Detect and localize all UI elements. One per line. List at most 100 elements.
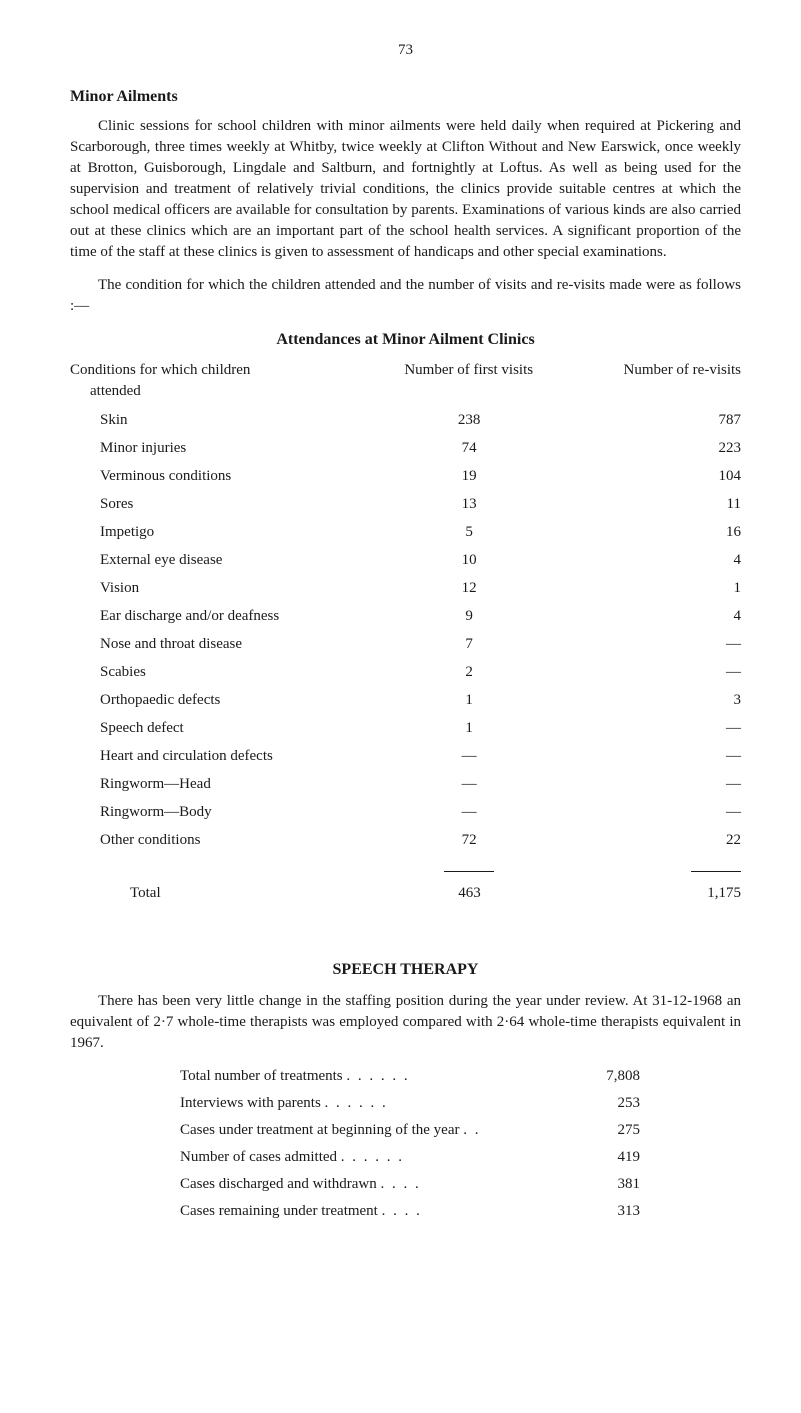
speech-row: Cases under treatment at beginning of th… [180,1120,741,1141]
speech-dots: . . . . . . [341,1149,404,1165]
total-revisits: 1,175 [566,883,741,904]
table-row: Impetigo 5 16 [70,522,741,543]
table-row: Orthopaedic defects 1 3 [70,690,741,711]
revisits-cell: 11 [566,494,741,515]
speech-value: 419 [540,1147,640,1168]
header-conditions-line2: attended [70,381,371,402]
table-row: Nose and throat disease 7 — [70,634,741,655]
header-first-visits: Number of first visits [371,360,566,402]
speech-row: Cases discharged and withdrawn . . . . 3… [180,1174,741,1195]
minor-ailments-para1: Clinic sessions for school children with… [70,116,741,263]
first-visits-cell: 2 [372,662,566,683]
condition-cell: Vision [70,578,372,599]
total-label: Total [70,883,372,904]
speech-dots: . . . . . . [325,1095,388,1111]
speech-dots: . . [463,1122,480,1138]
speech-value: 381 [540,1174,640,1195]
first-visits-cell: 13 [372,494,566,515]
condition-cell: Ringworm—Body [70,802,372,823]
total-first-visits: 463 [372,883,566,904]
first-visits-cell: 72 [372,830,566,851]
revisits-cell: — [566,718,741,739]
table-row: Minor injuries 74 223 [70,438,741,459]
header-conditions-line1: Conditions for which children [70,360,371,381]
speech-label-text: Cases discharged and withdrawn [180,1176,377,1192]
speech-label: Total number of treatments . . . . . . [180,1066,540,1087]
rule-row [70,858,741,879]
speech-label: Cases under treatment at beginning of th… [180,1120,540,1141]
condition-cell: Nose and throat disease [70,634,372,655]
revisits-cell: 787 [566,410,741,431]
table-row: Vision 12 1 [70,578,741,599]
speech-label: Interviews with parents . . . . . . [180,1093,540,1114]
speech-therapy-para: There has been very little change in the… [70,991,741,1054]
speech-value: 275 [540,1120,640,1141]
speech-label-text: Number of cases admitted [180,1149,337,1165]
revisits-cell: 4 [566,550,741,571]
first-visits-cell: 7 [372,634,566,655]
condition-cell: Orthopaedic defects [70,690,372,711]
speech-value: 253 [540,1093,640,1114]
speech-row: Total number of treatments . . . . . . 7… [180,1066,741,1087]
attendance-table-heading: Attendances at Minor Ailment Clinics [70,329,741,351]
revisits-cell: — [566,662,741,683]
first-visits-cell: — [372,774,566,795]
revisits-cell: 223 [566,438,741,459]
speech-row: Number of cases admitted . . . . . . 419 [180,1147,741,1168]
minor-ailments-para2: The condition for which the children att… [70,275,741,317]
revisits-cell: 3 [566,690,741,711]
condition-cell: Speech defect [70,718,372,739]
revisits-cell: — [566,802,741,823]
condition-cell: Ear discharge and/or deafness [70,606,372,627]
first-visits-cell: 10 [372,550,566,571]
revisits-cell: 104 [566,466,741,487]
speech-row: Cases remaining under treatment . . . . … [180,1201,741,1222]
speech-dots: . . . . [382,1203,422,1219]
speech-row: Interviews with parents . . . . . . 253 [180,1093,741,1114]
first-visits-cell: 5 [372,522,566,543]
revisits-cell: 4 [566,606,741,627]
condition-cell: Skin [70,410,372,431]
total-row: Total 463 1,175 [70,883,741,904]
revisits-cell: — [566,634,741,655]
condition-cell: Scabies [70,662,372,683]
minor-ailments-heading: Minor Ailments [70,86,741,108]
first-visits-cell: — [372,802,566,823]
table-row: Scabies 2 — [70,662,741,683]
table-row: Verminous conditions 19 104 [70,466,741,487]
first-visits-cell: 238 [372,410,566,431]
table-row: Ear discharge and/or deafness 9 4 [70,606,741,627]
page-number: 73 [70,40,741,61]
table-row: Heart and circulation defects — — [70,746,741,767]
condition-cell: Verminous conditions [70,466,372,487]
condition-cell: Sores [70,494,372,515]
revisits-cell: — [566,746,741,767]
table-row: Skin 238 787 [70,410,741,431]
first-visits-cell: 19 [372,466,566,487]
speech-label: Number of cases admitted . . . . . . [180,1147,540,1168]
first-visits-cell: 1 [372,718,566,739]
revisits-cell: 1 [566,578,741,599]
table-row: Ringworm—Body — — [70,802,741,823]
speech-label: Cases remaining under treatment . . . . [180,1201,540,1222]
revisits-cell: 16 [566,522,741,543]
table-row: External eye disease 10 4 [70,550,741,571]
speech-dots: . . . . [381,1176,421,1192]
speech-table: Total number of treatments . . . . . . 7… [180,1066,741,1222]
rule-line [691,871,741,872]
first-visits-cell: 1 [372,690,566,711]
first-visits-cell: 12 [372,578,566,599]
speech-therapy-heading: SPEECH THERAPY [70,959,741,981]
condition-cell: Heart and circulation defects [70,746,372,767]
rule-line [444,871,494,872]
condition-cell: Other conditions [70,830,372,851]
table-row: Ringworm—Head — — [70,774,741,795]
table-row: Other conditions 72 22 [70,830,741,851]
condition-cell: Impetigo [70,522,372,543]
speech-label-text: Cases under treatment at beginning of th… [180,1122,460,1138]
speech-value: 7,808 [540,1066,640,1087]
header-revisits: Number of re-visits [566,360,741,402]
speech-label-text: Total number of treatments [180,1068,343,1084]
speech-label-text: Interviews with parents [180,1095,321,1111]
table-header-row: Conditions for which children attended N… [70,360,741,402]
